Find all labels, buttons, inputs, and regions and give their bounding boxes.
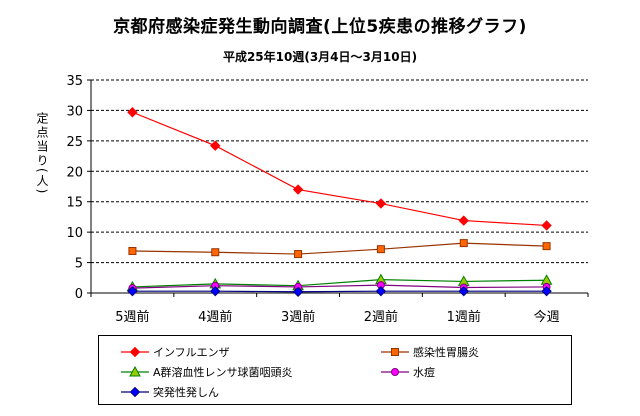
legend-label: 感染性胃腸炎 xyxy=(413,346,479,359)
y-tick-label: 0 xyxy=(75,287,83,302)
line-chart: 0 5 10 15 20 25 30 35 5週前 4週前 3週前 2週前 1週前 今週 xyxy=(66,74,589,325)
y-tick-label: 20 xyxy=(66,165,83,180)
data-point xyxy=(292,286,304,297)
series-line-3 xyxy=(132,284,547,289)
data-point xyxy=(459,239,468,248)
x-tick-label: 2週前 xyxy=(364,309,398,325)
data-point xyxy=(375,285,387,297)
legend-marker xyxy=(129,386,141,398)
series-line-0 xyxy=(132,111,547,227)
data-point xyxy=(127,285,138,297)
data-point xyxy=(458,215,469,226)
data-point xyxy=(210,140,221,151)
x-tick-label: 4週前 xyxy=(198,309,232,325)
data-point xyxy=(542,242,551,251)
data-point xyxy=(127,107,138,118)
series-line-2 xyxy=(132,279,547,288)
chart-legend: インフルエンザ 感染性胃腸炎 A群溶血性レンサ球菌咽頭炎 水痘突発性発しん xyxy=(98,335,572,405)
series-line-4 xyxy=(132,290,547,293)
legend-swatch xyxy=(121,386,149,398)
data-point xyxy=(294,250,303,259)
data-point xyxy=(541,220,552,231)
legend-swatch xyxy=(381,368,409,376)
legend-marker xyxy=(391,368,399,376)
y-tick-label: 5 xyxy=(75,257,83,272)
legend-marker xyxy=(391,348,399,356)
x-tick-label: 5週前 xyxy=(115,309,149,325)
legend-label: A群溶血性レンサ球菌咽頭炎 xyxy=(153,366,293,379)
y-tick-label: 10 xyxy=(66,226,83,241)
x-tick-label: 1週前 xyxy=(447,309,481,325)
data-point xyxy=(292,184,304,195)
legend-swatch xyxy=(121,346,149,358)
legend-item: 感染性胃腸炎 xyxy=(381,344,479,360)
data-point xyxy=(376,245,385,254)
series-line-1 xyxy=(132,242,547,255)
legend-swatch xyxy=(381,348,409,356)
y-tick-label: 15 xyxy=(66,196,83,211)
data-point xyxy=(375,198,387,209)
legend-item: A群溶血性レンサ球菌咽頭炎 xyxy=(121,364,293,380)
legend-label: インフルエンザ xyxy=(153,346,230,359)
data-point xyxy=(458,285,469,297)
chart-subtitle: 平成25年10週(3月4日〜3月10日) xyxy=(222,50,418,64)
y-tick-label: 25 xyxy=(66,135,83,150)
data-point xyxy=(541,285,552,297)
legend-item: インフルエンザ xyxy=(121,344,230,360)
x-tick-label: 3週前 xyxy=(281,309,315,325)
data-point xyxy=(211,248,220,257)
legend-swatch xyxy=(121,366,149,377)
data-point xyxy=(128,247,137,256)
legend-label: 突発性発しん xyxy=(153,386,219,399)
data-point xyxy=(210,285,221,297)
y-tick-label: 30 xyxy=(66,104,83,119)
y-axis-label: 定点当り(人) xyxy=(35,112,49,196)
legend-marker xyxy=(129,366,141,377)
x-tick-label: 今週 xyxy=(534,309,560,325)
legend-item: 水痘 xyxy=(381,364,435,380)
legend-marker xyxy=(129,346,141,358)
y-tick-label: 35 xyxy=(66,74,83,89)
legend-label: 水痘 xyxy=(413,366,435,379)
legend-item: 突発性発しん xyxy=(121,384,219,400)
chart-title: 京都府感染症発生動向調査(上位5疾患の推移グラフ) xyxy=(113,17,527,37)
